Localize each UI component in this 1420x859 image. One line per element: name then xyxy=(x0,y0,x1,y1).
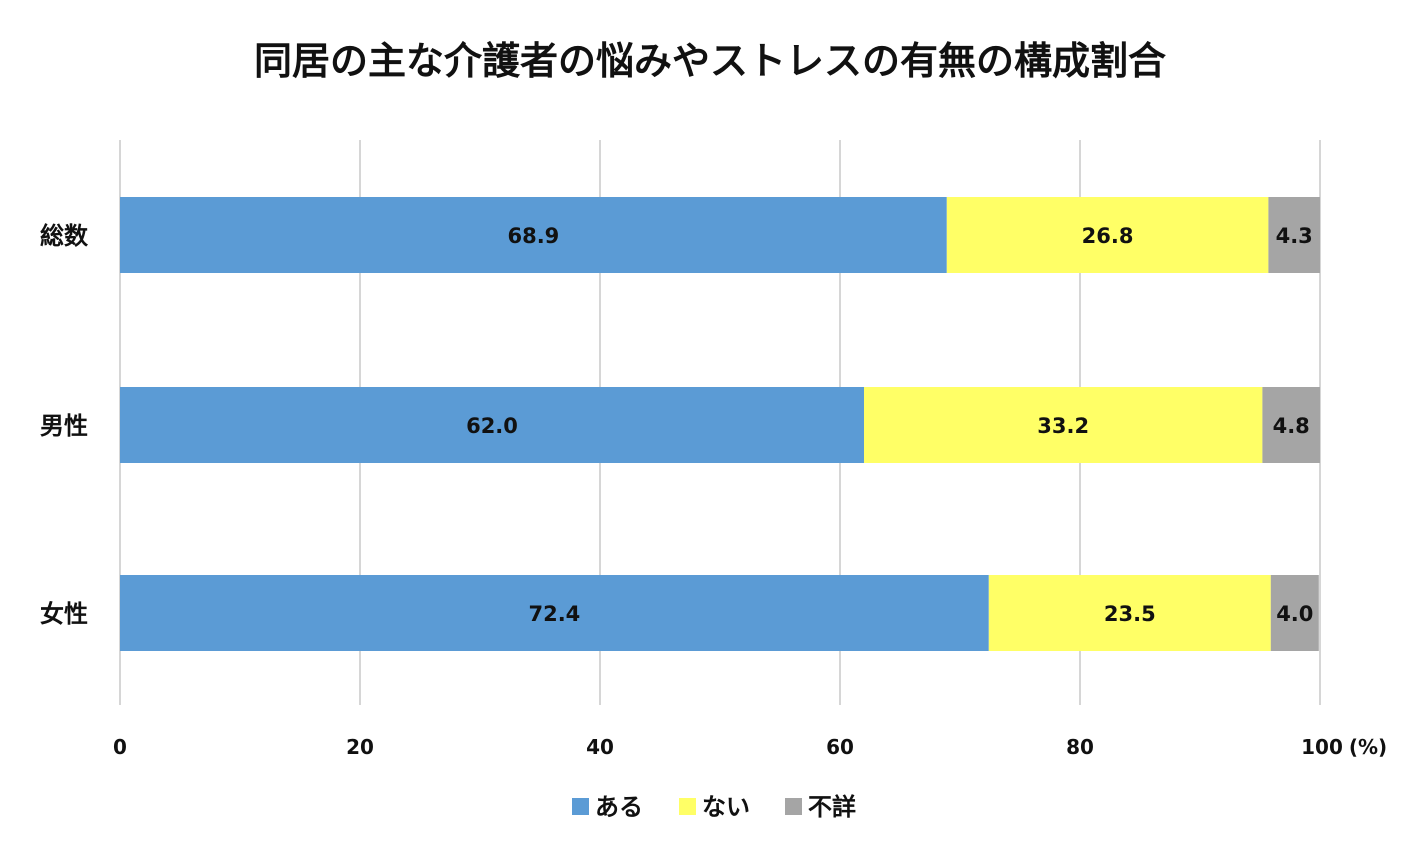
bars: 68.9 26.8 4.3 62.0 33.2 4.8 72.4 23.5 4.0 xyxy=(120,197,1320,651)
bar-segment xyxy=(946,197,1269,273)
legend-swatch xyxy=(785,798,802,815)
bar-segment xyxy=(1268,197,1320,273)
data-label: 33.2 xyxy=(1037,414,1089,438)
x-tick-label: 60 xyxy=(826,735,854,759)
bar-segment xyxy=(864,387,1263,463)
bar-segment xyxy=(1262,387,1320,463)
category-label: 総数 xyxy=(40,222,89,250)
x-tick-label: 80 xyxy=(1066,735,1094,759)
legend-label: 不詳 xyxy=(808,793,856,821)
x-axis-ticks: (%) 0 20 40 60 80 100 xyxy=(113,735,1387,759)
data-label: 4.0 xyxy=(1276,602,1313,626)
legend-swatch xyxy=(572,798,589,815)
bar-segment xyxy=(120,197,947,273)
bar-segment xyxy=(988,575,1271,651)
data-label: 26.8 xyxy=(1082,224,1134,248)
x-tick-label: 40 xyxy=(586,735,614,759)
bar-segment xyxy=(120,575,989,651)
data-label: 4.8 xyxy=(1273,414,1310,438)
data-label: 62.0 xyxy=(466,414,518,438)
x-tick-label: 0 xyxy=(113,735,127,759)
category-label: 女性 xyxy=(40,600,88,628)
x-axis-unit: (%) xyxy=(1349,735,1387,759)
legend-label: ある xyxy=(595,793,643,821)
data-label: 68.9 xyxy=(507,224,559,248)
x-tick-label: 100 xyxy=(1301,735,1343,759)
data-label: 4.3 xyxy=(1276,224,1313,248)
data-label: 23.5 xyxy=(1104,602,1156,626)
data-label: 72.4 xyxy=(528,602,580,626)
legend: ある ない 不詳 xyxy=(572,793,856,821)
bar-segment xyxy=(1270,575,1319,651)
chart-title: 同居の主な介護者の悩みやストレスの有無の構成割合 xyxy=(254,39,1166,83)
legend-label: ない xyxy=(702,793,750,821)
bar-segment xyxy=(120,387,864,463)
legend-swatch xyxy=(679,798,696,815)
category-label: 男性 xyxy=(40,412,88,440)
x-tick-label: 20 xyxy=(346,735,374,759)
